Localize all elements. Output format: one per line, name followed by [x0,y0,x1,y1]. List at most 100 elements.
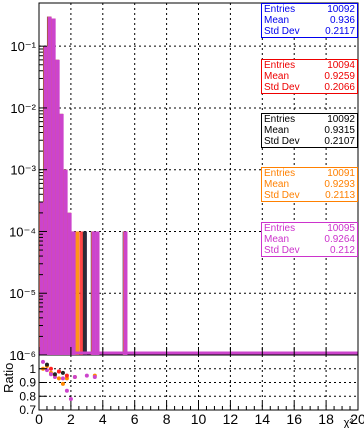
ratio-y-tick-label: 0.8 [19,389,36,403]
stats-box: Entries 10092 Mean 0.9315 Std Dev 0.2107 [261,113,358,148]
histogram-bar [55,59,60,355]
stats-value: 10095 [327,223,355,234]
stats-value: 10091 [327,168,355,179]
stats-label: Mean [264,234,290,245]
stats-label: Entries [264,60,296,71]
histogram-bar [47,16,52,356]
ratio-point [60,376,65,381]
ratio-point [40,359,45,364]
histogram-bar [75,231,80,355]
stats-label: Entries [264,168,296,179]
stats-row: Entries 10092 [264,4,355,15]
stats-label: Std Dev [264,82,300,93]
ratio-point [52,372,57,377]
stats-value: 10092 [327,4,355,15]
x-axis-label: χ² [344,417,354,428]
histogram-bar [39,201,44,355]
stats-row: Std Dev 0.212 [264,245,355,256]
histogram-bar [59,113,64,355]
histogram-bar [63,169,68,355]
x-tick-label: 10 [191,411,207,427]
ratio-point [48,366,53,371]
ratio-y-tick-label: 0.7 [19,403,36,417]
y-tick-label: 10⁻² [10,101,36,116]
stats-label: Std Dev [264,136,300,147]
stats-row: Std Dev 0.2107 [264,136,355,147]
histogram-bar [51,18,56,355]
ratio-point [68,397,73,401]
stats-row: Entries 10092 [264,114,355,125]
stats-row: Entries 10094 [264,60,355,71]
ratio-point [72,375,77,379]
stats-label: Mean [264,179,290,190]
ratio-axis-label: Ratio [1,363,16,393]
x-tick-label: 16 [286,411,302,427]
ratio-point [52,375,57,379]
stats-row: Mean 0.936 [264,15,355,26]
stats-label: Mean [264,15,290,26]
stats-label: Entries [264,4,296,15]
ratio-y-tick-label: 0.9 [19,376,36,390]
histogram-bar [91,231,96,355]
stats-box: Entries 10091 Mean 0.9293 Std Dev 0.2113 [261,167,358,202]
stats-row: Mean 0.9264 [264,234,355,245]
stats-label: Std Dev [264,190,300,201]
y-tick-label: 10⁻⁴ [9,224,36,239]
x-tick-label: 12 [223,411,239,427]
y-tick-label: 10⁻¹ [10,39,36,54]
stats-label: Entries [264,114,296,125]
ratio-point [64,388,69,393]
ratio-point [84,373,89,378]
stats-label: Mean [264,125,290,136]
ratio-top-tick-label: 1 [19,351,25,363]
ratio-point [60,381,65,386]
x-tick-label: 20 [350,411,364,427]
x-tick-label: 14 [255,411,271,427]
stats-box: Entries 10095 Mean 0.9264 Std Dev 0.212 [261,222,358,257]
stats-value: 0.9264 [324,234,355,245]
ratio-point [44,362,49,367]
ratio-y-tick-label: 1 [29,362,36,376]
stats-box: Entries 10094 Mean 0.9259 Std Dev 0.2066 [261,59,358,94]
stats-value: 10094 [327,60,355,71]
x-tick-label: 4 [99,411,107,427]
stats-value: 0.2117 [325,26,355,37]
ratio-point [60,370,65,375]
stats-label: Std Dev [264,245,300,256]
stats-row: Entries 10091 [264,168,355,179]
histogram-bar [95,231,100,355]
ratio-point [92,375,97,379]
stats-value: 0.2066 [324,82,355,93]
ratio-point [56,376,61,381]
stats-box: Entries 10092 Mean 0.936 Std Dev 0.2117 [261,3,358,38]
stats-row: Mean 0.9259 [264,71,355,82]
stats-row: Std Dev 0.2066 [264,82,355,93]
ratio-point [64,373,69,378]
stats-value: 0.212 [329,245,355,256]
histogram-bar [67,212,72,355]
histogram-bar [79,231,84,355]
stats-value: 0.2107 [324,136,355,147]
stats-value: 0.2113 [325,190,355,201]
histogram-bar [71,231,76,355]
ratio-point [64,376,69,381]
x-tick-label: 0 [35,411,43,427]
stats-label: Std Dev [264,26,300,37]
y-tick-label: 10⁻⁵ [9,286,36,301]
y-tick-label: 10⁻⁶ [9,348,36,363]
stats-label: Entries [264,223,296,234]
x-tick-label: 8 [163,411,171,427]
histogram-bar [82,231,87,355]
stats-value: 0.9259 [324,71,355,82]
stats-value: 0.9315 [324,125,355,136]
histogram-bar [123,231,128,355]
histogram-bar [43,46,48,355]
stats-row: Mean 0.9293 [264,179,355,190]
x-tick-label: 2 [67,411,75,427]
stats-label: Mean [264,71,290,82]
stats-value: 10092 [327,114,355,125]
y-tick-label: 10⁻³ [10,163,36,178]
ratio-point [56,369,61,374]
stats-row: Entries 10095 [264,223,355,234]
